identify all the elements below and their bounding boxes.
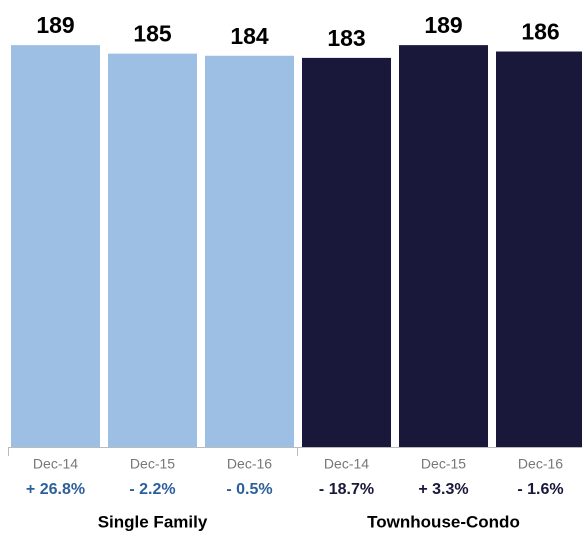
bar	[205, 55, 294, 447]
value-label: 185	[133, 21, 172, 47]
change-label: + 26.8%	[26, 481, 85, 498]
x-tick-label: Dec-16	[227, 456, 272, 472]
x-tick-label: Dec-16	[518, 456, 563, 472]
x-tick-label: Dec-14	[324, 456, 369, 472]
x-tick-label: Dec-14	[33, 456, 78, 472]
value-label: 189	[424, 12, 462, 38]
value-label: 184	[230, 23, 269, 49]
bar	[302, 57, 391, 447]
bar	[11, 45, 100, 448]
change-label: - 18.7%	[319, 481, 374, 498]
bar	[496, 51, 582, 448]
x-tick-label: Dec-15	[421, 456, 466, 472]
value-label: 183	[327, 25, 365, 51]
value-label: 189	[36, 12, 74, 38]
bar	[399, 45, 488, 448]
change-label: + 3.3%	[418, 481, 468, 498]
x-tick-label: Dec-15	[130, 456, 175, 472]
value-label: 186	[521, 19, 559, 45]
group-label: Single Family	[98, 512, 208, 531]
change-label: - 1.6%	[517, 481, 563, 498]
change-label: - 2.2%	[129, 481, 175, 498]
group-label: Townhouse-Condo	[367, 512, 520, 531]
change-label: - 0.5%	[226, 481, 272, 498]
bar	[108, 53, 197, 447]
